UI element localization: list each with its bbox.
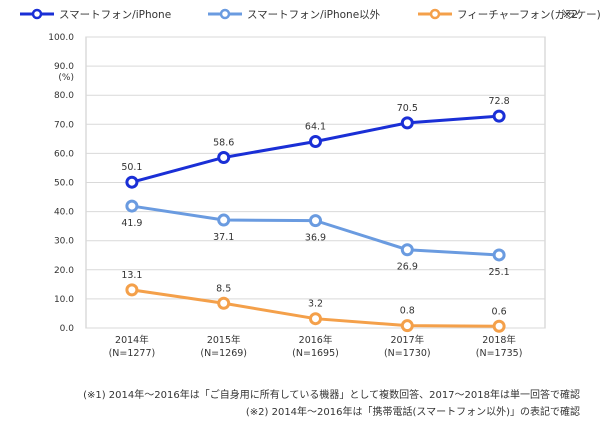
y-tick-label: 50.0 bbox=[54, 179, 74, 189]
data-label: 64.1 bbox=[305, 121, 326, 132]
x-tick-label-n: (N=1730) bbox=[384, 348, 431, 359]
y-tick-label: 80.0 bbox=[54, 91, 74, 101]
data-point bbox=[217, 150, 231, 164]
legend-label: フィーチャーフォン(ガラケー) bbox=[457, 9, 600, 21]
data-point bbox=[400, 319, 414, 333]
data-point bbox=[125, 175, 139, 189]
y-tick-label: 60.0 bbox=[54, 149, 74, 159]
x-tick-label-year: 2017年 bbox=[390, 334, 424, 346]
data-point bbox=[309, 312, 322, 326]
legend-swatch-marker bbox=[219, 8, 231, 20]
y-tick-label: 30.0 bbox=[54, 237, 74, 247]
data-label: 8.5 bbox=[216, 283, 231, 294]
data-point bbox=[400, 243, 414, 257]
data-point bbox=[492, 248, 506, 262]
data-point bbox=[309, 214, 322, 228]
x-tick-label-year: 2018年 bbox=[482, 334, 516, 346]
y-tick-label: 100.0 bbox=[48, 33, 74, 43]
y-tick-label: 70.0 bbox=[54, 120, 74, 130]
x-tick-label-n: (N=1269) bbox=[200, 348, 247, 359]
data-point bbox=[492, 319, 506, 333]
legend-note-mark: ※2 bbox=[563, 9, 578, 21]
data-label: 41.9 bbox=[121, 218, 142, 229]
data-point bbox=[217, 213, 231, 227]
y-tick-label: 90.0 bbox=[54, 62, 74, 72]
data-label: 13.1 bbox=[121, 270, 142, 281]
x-tick-label-year: 2016年 bbox=[299, 334, 333, 346]
x-tick-label-n: (N=1277) bbox=[109, 348, 156, 359]
legend-label: スマートフォン/iPhone以外 bbox=[247, 9, 381, 21]
data-point bbox=[125, 199, 139, 213]
data-point bbox=[400, 116, 414, 130]
data-label: 36.9 bbox=[305, 233, 326, 244]
data-label: 3.2 bbox=[308, 299, 323, 310]
legend-swatch-marker bbox=[429, 8, 441, 20]
y-tick-label: 10.0 bbox=[54, 295, 74, 305]
data-label: 37.1 bbox=[213, 232, 234, 243]
data-label: 0.6 bbox=[492, 306, 507, 317]
line-chart: 0.0 10.0 20.0 30.0 40.0 50.0 60.0 70.0 80.0 90.0 1… bbox=[20, 8, 600, 359]
data-point bbox=[492, 109, 506, 123]
y-axis-unit: (%) bbox=[58, 73, 74, 83]
legend-label: スマートフォン/iPhone bbox=[59, 9, 171, 21]
data-label: 26.9 bbox=[397, 262, 418, 273]
data-point bbox=[125, 283, 139, 297]
data-label: 25.1 bbox=[489, 267, 510, 278]
data-label: 58.6 bbox=[213, 137, 234, 148]
data-label: 72.8 bbox=[489, 96, 510, 107]
y-tick-label: 40.0 bbox=[54, 208, 74, 218]
data-point bbox=[309, 134, 322, 148]
y-tick-label: 20.0 bbox=[54, 266, 74, 276]
x-tick-label-year: 2015年 bbox=[207, 334, 241, 346]
footnote-2: (※2) 2014年～2016年は「携帯電話(スマートフォン以外)」の表記で確認 bbox=[245, 407, 580, 418]
data-label: 0.8 bbox=[400, 306, 415, 317]
x-tick-label-n: (N=1695) bbox=[292, 348, 339, 359]
x-tick-label-year: 2014年 bbox=[115, 334, 149, 346]
data-label: 70.5 bbox=[397, 103, 418, 114]
data-point bbox=[217, 296, 231, 310]
legend-swatch-marker bbox=[31, 8, 43, 20]
data-label: 50.1 bbox=[121, 162, 142, 173]
footnote-1: (※1) 2014年～2016年は「ご自身用に所有している機器」として複数回答、… bbox=[83, 390, 580, 401]
y-tick-label: 0.0 bbox=[60, 324, 75, 334]
x-tick-label-n: (N=1735) bbox=[476, 348, 523, 359]
